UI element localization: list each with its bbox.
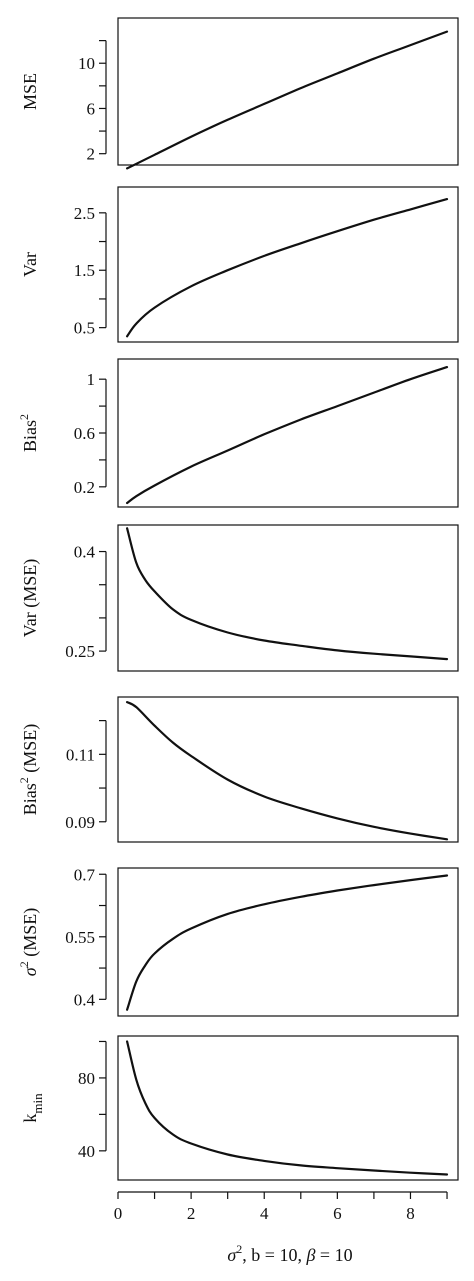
panels: 2 6 10 MSE 0.5 1.5 2.5 Var 0.2 0.6 1 Bias2 0.25 0.4 Va… [17, 17, 459, 1223]
panel-2: 0.5 1.5 2.5 Var [20, 186, 459, 343]
panel-3: 0.2 0.6 1 Bias2 [17, 358, 459, 508]
y-axis-label: Var (MSE) [20, 559, 41, 638]
y-axis-label: σ2 (MSE) [17, 908, 41, 976]
x-title-sigma: σ [227, 1245, 237, 1265]
y-axis-label: kmin [20, 1093, 45, 1123]
x-tick-label: 6 [333, 1204, 342, 1223]
x-axis-title: σ2, b = 10, β = 10 [227, 1242, 352, 1265]
y-axis-label: Bias2 (MSE) [17, 724, 41, 816]
x-tick-label: 2 [187, 1204, 196, 1223]
plot-frame [117, 696, 459, 843]
y-tick-label: 0.09 [65, 813, 95, 832]
panel-1: 2 6 10 MSE [20, 17, 459, 170]
y-axis-label: Bias2 [17, 414, 40, 452]
y-tick-label: 6 [87, 99, 96, 118]
y-tick-label: 0.7 [74, 865, 96, 884]
y-tick-label: 0.25 [65, 642, 95, 661]
plot-frame [117, 186, 459, 343]
plot-frame [117, 17, 459, 166]
y-tick-label: 0.6 [74, 424, 95, 443]
series-line [126, 874, 449, 1011]
plot-frame [117, 867, 459, 1017]
panel-5: 0.09 0.11 Bias2 (MSE) [17, 696, 459, 843]
series-line [126, 198, 449, 338]
y-tick-label: 0.2 [74, 478, 95, 497]
series-line [126, 366, 449, 505]
plot-frame [117, 524, 459, 672]
x-title-beta-rest: = 10 [315, 1245, 352, 1265]
panel-4: 0.25 0.4 Var (MSE) [20, 524, 459, 672]
y-tick-label: 0.4 [74, 543, 96, 562]
series-line [126, 1040, 449, 1176]
y-tick-label: 0.4 [74, 990, 96, 1009]
x-tick-label: 4 [260, 1204, 269, 1223]
y-tick-label: 10 [78, 54, 95, 73]
x-title-sup: 2 [236, 1242, 242, 1256]
y-tick-label: 2 [87, 145, 96, 164]
series-line [126, 701, 449, 841]
y-tick-label: 1.5 [74, 261, 95, 280]
y-axis-label: MSE [20, 73, 40, 110]
plot-frame [117, 1035, 459, 1181]
y-tick-label: 0.11 [66, 745, 95, 764]
series-line [126, 30, 449, 170]
panel-6: 0.4 0.55 0.7 σ2 (MSE) [17, 865, 459, 1017]
series-line [126, 527, 449, 661]
x-title-rest: , b = 10, [242, 1245, 306, 1265]
y-tick-label: 80 [78, 1069, 95, 1088]
y-axis-label: Var [20, 252, 40, 277]
x-title-beta: β [305, 1245, 315, 1265]
x-tick-label: 8 [406, 1204, 415, 1223]
y-tick-label: 2.5 [74, 204, 95, 223]
y-tick-label: 0.5 [74, 319, 95, 338]
plot-frame [117, 358, 459, 508]
y-tick-label: 0.55 [65, 928, 95, 947]
y-tick-label: 40 [78, 1142, 95, 1161]
panel-7: 40 80 kmin 0 2 4 6 8 [20, 1035, 459, 1223]
x-tick-label: 0 [114, 1204, 123, 1223]
y-tick-label: 1 [87, 370, 96, 389]
